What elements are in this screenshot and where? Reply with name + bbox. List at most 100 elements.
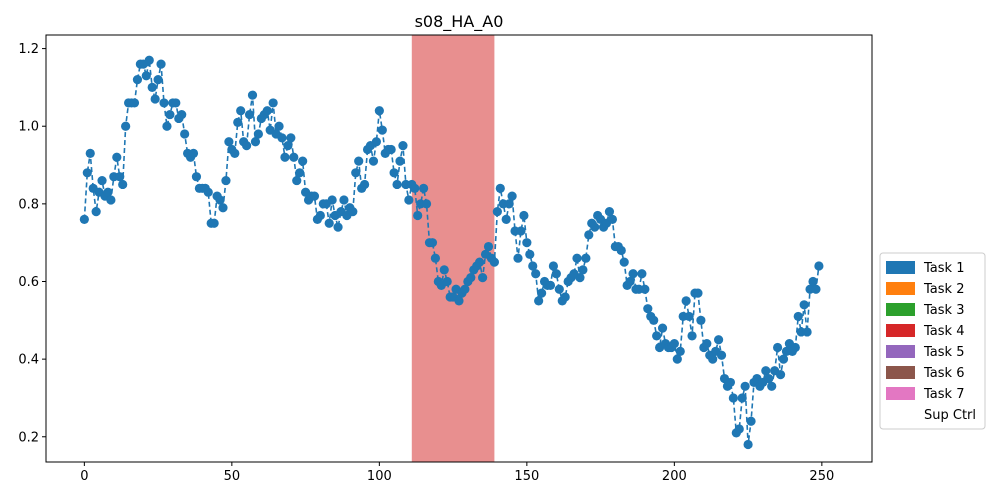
data-point [162, 121, 172, 131]
chart-title: s08_HA_A0 [415, 12, 504, 32]
data-point [230, 148, 240, 158]
data-point [141, 71, 151, 81]
data-point [233, 117, 243, 127]
y-tick-label: 0.6 [18, 275, 39, 290]
data-point [147, 82, 157, 92]
data-point [799, 300, 809, 310]
plot-area: 0 50 100 150 200 250 0.2 0.4 0.6 0.8 1.0 1.2 [18, 34, 873, 484]
data-point [743, 439, 753, 450]
data-point [693, 288, 703, 298]
data-point [551, 269, 561, 279]
data-point [129, 98, 140, 108]
axes-frame [45, 34, 873, 463]
data-point [112, 152, 122, 162]
data-point [242, 141, 252, 151]
data-point [203, 187, 213, 197]
data-point [247, 90, 258, 100]
data-point [121, 121, 131, 131]
highlight-region [411, 35, 495, 462]
data-point [545, 280, 556, 290]
data-point [728, 393, 738, 403]
data-point [421, 199, 432, 209]
data-point [150, 94, 160, 104]
data-point [702, 339, 712, 349]
data-point [687, 331, 697, 341]
data-point [628, 269, 638, 279]
data-point [761, 366, 771, 376]
legend-swatch [886, 366, 915, 379]
x-tick-label: 250 [809, 469, 834, 484]
y-tick-label: 0.2 [18, 430, 39, 445]
data-point [578, 265, 588, 275]
data-point [575, 273, 585, 283]
data-point [289, 152, 299, 162]
data-point [103, 187, 113, 197]
data-point [374, 106, 384, 116]
data-point [236, 106, 246, 116]
data-point [79, 214, 89, 224]
data-point [283, 141, 293, 151]
y-tick-label: 1.0 [18, 120, 39, 135]
data-point [442, 276, 452, 287]
data-point [560, 292, 570, 302]
data-point [221, 175, 231, 186]
data-point [277, 133, 287, 143]
data-point [398, 141, 408, 151]
data-point [607, 214, 618, 224]
y-tick-label: 0.8 [18, 197, 39, 212]
data-point [348, 207, 358, 217]
data-point [180, 129, 190, 139]
data-point [460, 284, 470, 294]
legend-label: Task 1 [923, 261, 964, 276]
data-point [115, 172, 125, 182]
data-point [669, 339, 679, 349]
data-point [377, 125, 387, 135]
data-point [507, 191, 517, 201]
data-point [218, 203, 228, 213]
data-point [625, 276, 635, 287]
data-point [534, 296, 544, 306]
data-point [82, 168, 92, 178]
data-point [554, 284, 564, 294]
data-point [324, 218, 334, 228]
data-point [430, 253, 440, 263]
data-point [604, 207, 615, 217]
data-point [672, 354, 682, 364]
data-point [209, 218, 219, 228]
data-point [132, 75, 143, 85]
legend-swatch [886, 408, 915, 421]
data-point [483, 241, 494, 252]
data-point [572, 253, 582, 263]
data-point [171, 98, 181, 108]
legend-swatch [886, 387, 915, 400]
data-point [525, 249, 535, 259]
data-point [315, 210, 325, 221]
data-point [814, 261, 824, 271]
data-point [790, 342, 800, 353]
data-point [91, 207, 101, 217]
x-tick-label: 0 [80, 469, 88, 484]
data-point [106, 195, 116, 205]
data-point [619, 257, 629, 267]
data-point [97, 175, 107, 186]
legend-label: Task 3 [923, 303, 964, 318]
x-tick-label: 200 [662, 469, 687, 484]
data-point [778, 354, 789, 364]
data-point [528, 261, 538, 271]
data-point [389, 168, 399, 178]
data-point [637, 269, 647, 279]
data-point [262, 106, 272, 116]
data-point [764, 373, 774, 384]
data-point [584, 230, 594, 240]
data-point [657, 323, 668, 333]
data-point [395, 156, 405, 166]
legend-frame [879, 252, 986, 430]
data-point [537, 288, 547, 298]
data-point [177, 109, 187, 120]
data-point [224, 137, 234, 147]
legend-label: Task 2 [923, 282, 964, 297]
data-point [737, 393, 747, 403]
y-tick-label: 0.4 [18, 353, 39, 368]
data-point [118, 179, 128, 190]
